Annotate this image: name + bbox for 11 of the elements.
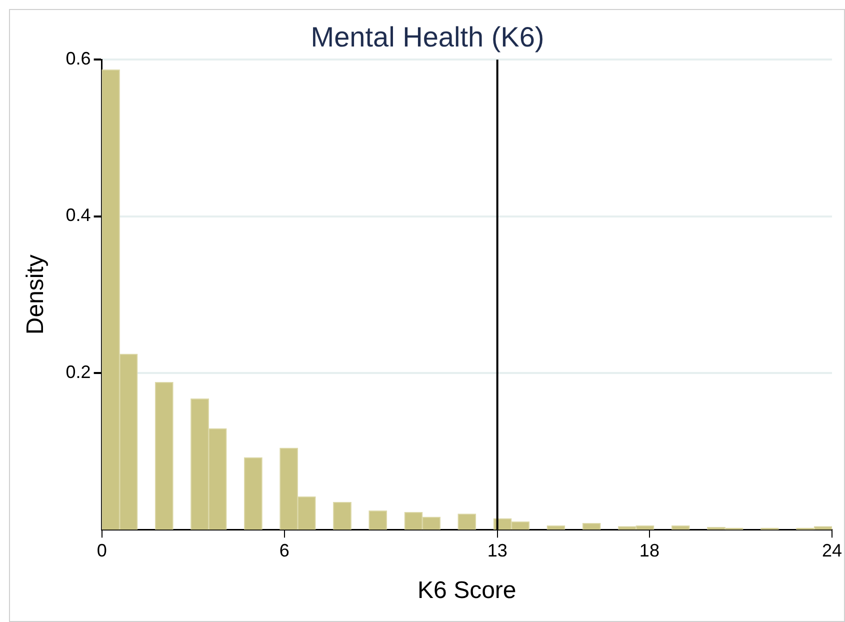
y-axis-title: Density <box>22 254 50 335</box>
x-tick-label: 0 <box>96 540 107 560</box>
chart-title: Mental Health (K6) <box>310 22 544 53</box>
x-tick-label: 18 <box>639 540 660 560</box>
y-tick-label: 0.4 <box>66 205 91 226</box>
x-tick-label: 24 <box>822 540 842 560</box>
x-tick-label: 13 <box>487 540 508 560</box>
x-axis-title: K6 Score <box>418 577 516 604</box>
y-tick-label: 0.2 <box>66 362 91 382</box>
y-tick-label: 0.6 <box>66 48 91 69</box>
x-tick-label: 6 <box>279 540 290 560</box>
